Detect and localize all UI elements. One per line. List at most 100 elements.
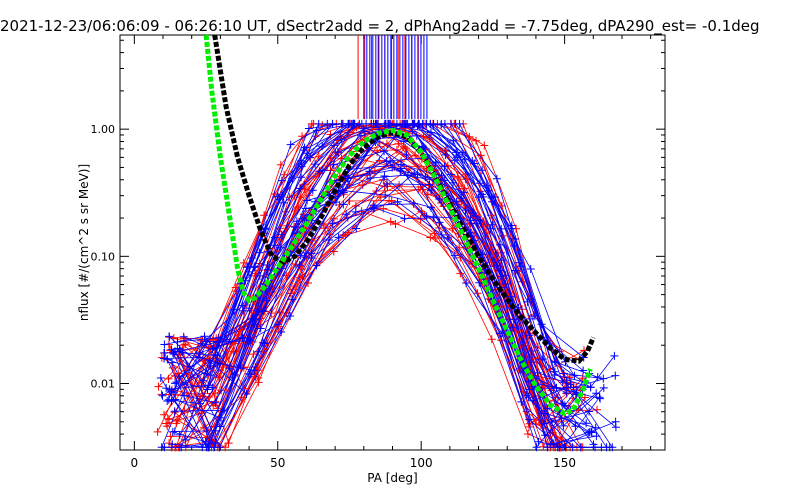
blue-data-point bbox=[256, 324, 265, 333]
blue-data-point bbox=[158, 391, 167, 400]
blue-data-point bbox=[339, 188, 348, 197]
blue-data-point bbox=[205, 443, 214, 452]
blue-data-point bbox=[156, 374, 165, 382]
blue-data-point bbox=[543, 443, 552, 452]
axes: 0 50 100 150 0.01 0.10 1.00 bbox=[91, 35, 665, 470]
red-data-point bbox=[386, 217, 395, 226]
blue-data-point bbox=[492, 174, 501, 183]
blue-data-point bbox=[312, 261, 321, 270]
red-data-point bbox=[254, 378, 263, 387]
blue-data-point bbox=[202, 427, 211, 435]
blue-data-point bbox=[587, 427, 596, 436]
blue-data-point bbox=[211, 426, 220, 435]
blue-data-point bbox=[173, 344, 182, 353]
blue-data-point bbox=[333, 148, 342, 157]
blue-data-point bbox=[365, 167, 374, 176]
blue-data-point bbox=[461, 206, 470, 215]
x-axis-label: PA [deg] bbox=[367, 471, 417, 485]
red-data-point bbox=[395, 181, 404, 190]
blue-data-point bbox=[508, 323, 517, 332]
blue-data-point bbox=[238, 301, 247, 310]
red-data-point bbox=[330, 214, 338, 223]
blue-data-point bbox=[250, 262, 259, 271]
blue-data-point bbox=[277, 230, 286, 239]
blue-data-point bbox=[562, 376, 571, 385]
blue-data-point bbox=[426, 119, 435, 128]
blue-data-point bbox=[339, 200, 348, 209]
blue-data-point bbox=[560, 401, 569, 410]
blue-data-point bbox=[559, 421, 568, 430]
y-tick-label: 0.01 bbox=[91, 378, 116, 391]
blue-data-point bbox=[447, 119, 456, 128]
blue-data-point bbox=[301, 204, 310, 213]
blue-data-point bbox=[286, 140, 295, 149]
blue-data-point bbox=[337, 135, 346, 144]
red-data-point bbox=[174, 369, 183, 378]
blue-data-point bbox=[527, 347, 536, 355]
red-data-point bbox=[539, 442, 548, 451]
blue-data-point bbox=[295, 261, 304, 270]
blue-data-point bbox=[403, 171, 412, 180]
blue-data-point bbox=[168, 348, 177, 357]
blue-data-point bbox=[550, 370, 559, 379]
blue-data-point bbox=[441, 150, 450, 159]
blue-data-point bbox=[242, 390, 251, 398]
blue-data-point bbox=[466, 216, 475, 225]
blue-data-point bbox=[199, 376, 208, 385]
blue-data-point bbox=[204, 381, 213, 390]
blue-data-point bbox=[476, 179, 484, 188]
blue-data-point bbox=[495, 329, 504, 338]
blue-data-point bbox=[571, 422, 580, 431]
blue-data-point bbox=[478, 166, 487, 175]
blue-data-point bbox=[593, 373, 602, 382]
blue-data-point bbox=[543, 404, 552, 413]
blue-data-point bbox=[585, 407, 594, 416]
blue-trace bbox=[183, 138, 613, 448]
blue-trace bbox=[171, 141, 576, 432]
blue-data-point bbox=[288, 295, 297, 304]
blue-data-point bbox=[255, 271, 264, 280]
blue-data-point bbox=[611, 423, 620, 432]
blue-data-point bbox=[304, 124, 313, 133]
blue-data-point bbox=[297, 173, 306, 182]
blue-data-point bbox=[497, 224, 506, 233]
blue-data-point bbox=[277, 176, 286, 185]
blue-data-point bbox=[527, 295, 536, 304]
blue-data-point bbox=[200, 332, 209, 341]
blue-data-point bbox=[356, 131, 365, 140]
blue-data-point bbox=[611, 371, 620, 380]
blue-data-point bbox=[400, 214, 409, 223]
blue-trace bbox=[171, 172, 607, 448]
blue-data-point bbox=[162, 384, 171, 393]
red-trace bbox=[177, 221, 555, 448]
blue-trace bbox=[180, 207, 600, 448]
blue-data-point bbox=[458, 148, 467, 157]
blue-data-point bbox=[220, 406, 228, 415]
blue-data-point bbox=[449, 136, 458, 145]
blue-data-point bbox=[167, 345, 176, 354]
blue-data-point bbox=[427, 128, 435, 137]
blue-data-point bbox=[300, 252, 309, 261]
x-tick-label: 150 bbox=[553, 456, 576, 470]
blue-data-point bbox=[328, 219, 337, 228]
red-data-point bbox=[465, 132, 474, 141]
blue-data-point bbox=[165, 332, 174, 341]
blue-data-point bbox=[273, 192, 282, 201]
blue-data-point bbox=[511, 266, 520, 275]
blue-data-point bbox=[263, 261, 272, 269]
red-data-point bbox=[249, 350, 258, 359]
blue-data-point bbox=[591, 423, 600, 432]
blue-data-point bbox=[160, 354, 169, 363]
red-data-point bbox=[239, 258, 248, 267]
blue-data-point bbox=[592, 389, 601, 398]
blue-data-point bbox=[591, 443, 599, 452]
red-data-point bbox=[472, 136, 480, 145]
x-tick-label: 0 bbox=[131, 456, 139, 470]
blue-data-point bbox=[425, 180, 434, 189]
blue-data-point bbox=[552, 383, 561, 392]
blue-data-point bbox=[402, 150, 411, 159]
blue-data-point bbox=[254, 347, 263, 356]
blue-data-point bbox=[429, 213, 438, 222]
blue-data-point bbox=[164, 395, 173, 404]
